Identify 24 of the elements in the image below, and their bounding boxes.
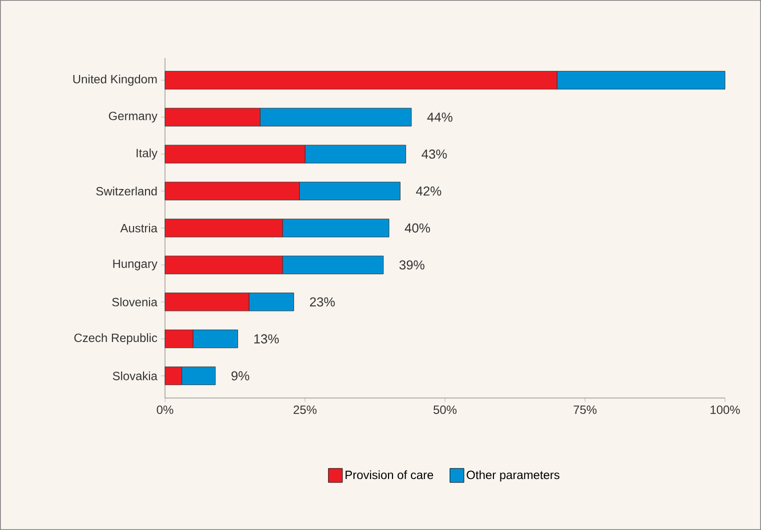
x-tick-label: 0% [156, 406, 174, 414]
x-tick-label: 100% [710, 406, 740, 414]
x-tick-label: 75% [574, 406, 597, 414]
total-label: 42% [416, 186, 442, 196]
y-tick-label: Hungary [113, 260, 158, 270]
legend-label: Other parameters [466, 470, 560, 482]
legend-label: Provision of care [346, 470, 434, 480]
x-tick-label: 50% [434, 406, 457, 414]
y-tick-label: Switzerland [96, 186, 157, 196]
total-label: 44% [427, 112, 452, 122]
total-label: 9% [232, 371, 250, 380]
total-label: 40% [404, 223, 430, 233]
y-tick-label: Slovakia [112, 371, 158, 380]
y-tick-label: Germany [108, 112, 158, 123]
y-tick-label: Czech Republic [74, 333, 158, 344]
total-label: 23% [310, 297, 335, 306]
y-tick-label: Italy [136, 148, 158, 160]
total-label: 43% [422, 150, 447, 159]
total-label: 13% [254, 334, 279, 344]
y-tick-label: Slovenia [112, 298, 158, 306]
y-tick-label: United Kingdom [73, 74, 157, 86]
x-tick-label: 25% [294, 406, 317, 414]
y-tick-label: Austria [120, 224, 158, 232]
total-label: 39% [399, 260, 424, 270]
